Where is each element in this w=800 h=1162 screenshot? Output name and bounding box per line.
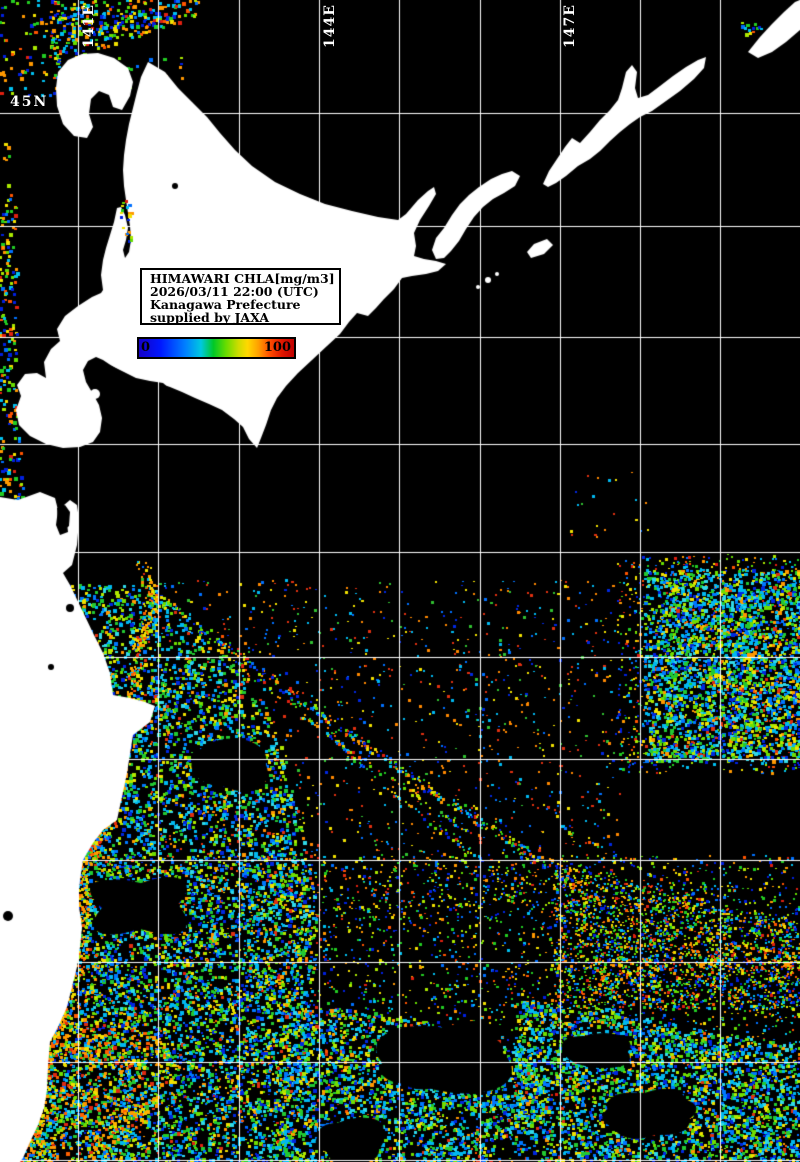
colorbar: 0 100 xyxy=(137,337,296,359)
lon-label-147E: 147E xyxy=(562,4,578,48)
lon-label-144E: 144E xyxy=(322,4,338,48)
colorbar-max-label: 100 xyxy=(263,340,291,355)
info-box-prefecture: Kanagawa Prefecture xyxy=(150,297,301,312)
lon-label-141E: 141E xyxy=(81,4,97,48)
info-box-supplier: supplied by JAXA xyxy=(150,310,270,325)
info-box-datetime: 2026/03/11 22:00 (UTC) xyxy=(150,284,319,299)
info-box-product: HIMAWARI CHLA[mg/m3] xyxy=(150,271,335,286)
lat-label-45N: 45N xyxy=(10,94,49,110)
info-box: HIMAWARI CHLA[mg/m3] 2026/03/11 22:00 (U… xyxy=(140,268,341,325)
colorbar-min-label: 0 xyxy=(141,340,151,355)
